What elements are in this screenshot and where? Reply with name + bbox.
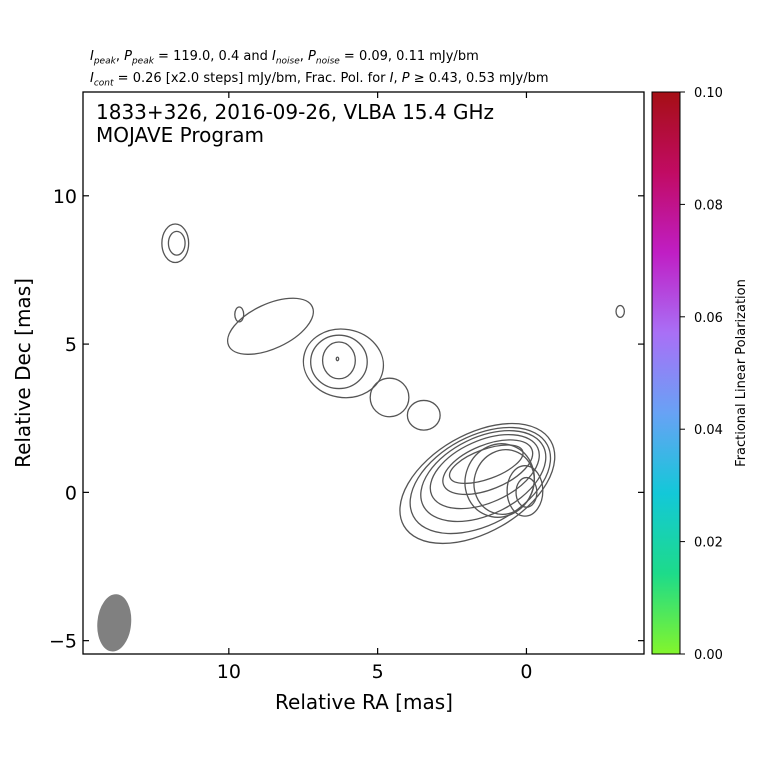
colorbar-tick-label: 0.00 [694,648,723,663]
contour-inner-jet [442,439,534,496]
y-tick-label: 0 [65,482,77,504]
x-tick-label: 10 [217,661,241,683]
header-symbol: P [401,71,410,86]
y-axis-label: Relative Dec [mas] [11,278,35,468]
chart-subtitle: MOJAVE Program [96,123,264,147]
contour-isolated-west [615,304,626,319]
header-symbol: I [389,71,394,86]
contour-knot-5.8 [226,297,314,355]
contour-knot-2.5 [406,399,441,431]
header-subscript: peak [93,56,116,67]
contour-knot-4.5 [310,334,368,390]
header-symbol: I [271,49,276,64]
contour-knot-3.2 [369,377,410,418]
contour-layer [97,223,626,652]
contour-isolated-8.3 [167,230,186,256]
contour-knot-5.8 [234,306,245,323]
contour-inner-jet [420,429,547,523]
header-text: = 119.0, 0.4 and [153,49,272,64]
contour-core-inner-jet [464,443,535,518]
header-text: , [393,71,402,86]
header-text: , [299,49,309,64]
header-symbol: P [124,49,132,64]
contour-isolated-8.3 [161,223,190,264]
y-tick-label: 5 [65,334,77,356]
contour-knot-4.5 [335,356,340,362]
contour-knot-4.5 [302,328,385,399]
header-line-2: Icont = 0.26 [x2.0 steps] mJy/bm, Frac. … [90,71,549,89]
y-tick-label: 10 [53,186,77,208]
contour-inner-jet [448,444,524,485]
header-subscript: noise [315,56,340,67]
colorbar-tick-label: 0.06 [694,311,723,326]
contour-inner-jet [399,422,556,545]
header-subscript: peak [131,56,154,67]
header-symbol: P [308,49,316,64]
header-line-1: Ipeak, Ppeak = 119.0, 0.4 and Inoise, Pn… [90,49,479,67]
contour-core [515,476,538,508]
header-text: = 0.09, 0.11 mJy/bm [339,49,479,64]
contour-knot-4.5 [321,341,356,380]
colorbar-tick-label: 0.02 [694,536,723,551]
colorbar-ticks: 0.00 0.02 0.04 0.06 0.08 0.10 [680,86,723,663]
chart-title: 1833+326, 2016-09-26, VLBA 15.4 GHz [96,100,494,124]
x-axis-label: Relative RA [mas] [275,690,453,714]
y-tick-label: −5 [49,631,77,653]
beam-ellipse [97,594,132,652]
colorbar [651,91,681,655]
header-text: ≥ 0.43, 0.53 mJy/bm [409,71,549,86]
plot-frame [82,91,645,655]
header-text: = 0.26 [x2.0 steps] mJy/bm, Frac. Pol. f… [113,71,390,86]
contour-inner-jet [429,433,540,510]
colorbar-tick-label: 0.04 [694,423,723,438]
colorbar-tick-label: 0.08 [694,198,723,213]
x-tick-label: 0 [520,661,532,683]
header-symbol: I [90,49,94,64]
header-text: , [115,49,125,64]
axis-ticks: 10 5 0 10 5 0 −5 [49,92,644,683]
header-symbol: I [90,71,94,86]
colorbar-tick-label: 0.10 [694,86,723,101]
x-tick-label: 5 [372,661,384,683]
header-subscript: cont [93,78,114,89]
header-subscript: noise [275,56,300,67]
contour-inner-jet [409,426,552,535]
contour-core [506,465,544,517]
colorbar-label: Fractional Linear Polarization [734,279,749,467]
